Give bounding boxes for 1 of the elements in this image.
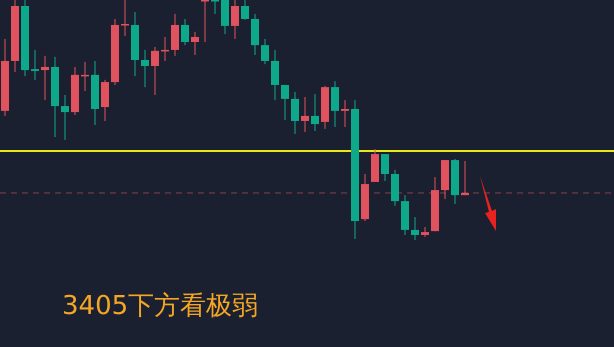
annotation: 3405下方看极弱 [62,291,258,321]
